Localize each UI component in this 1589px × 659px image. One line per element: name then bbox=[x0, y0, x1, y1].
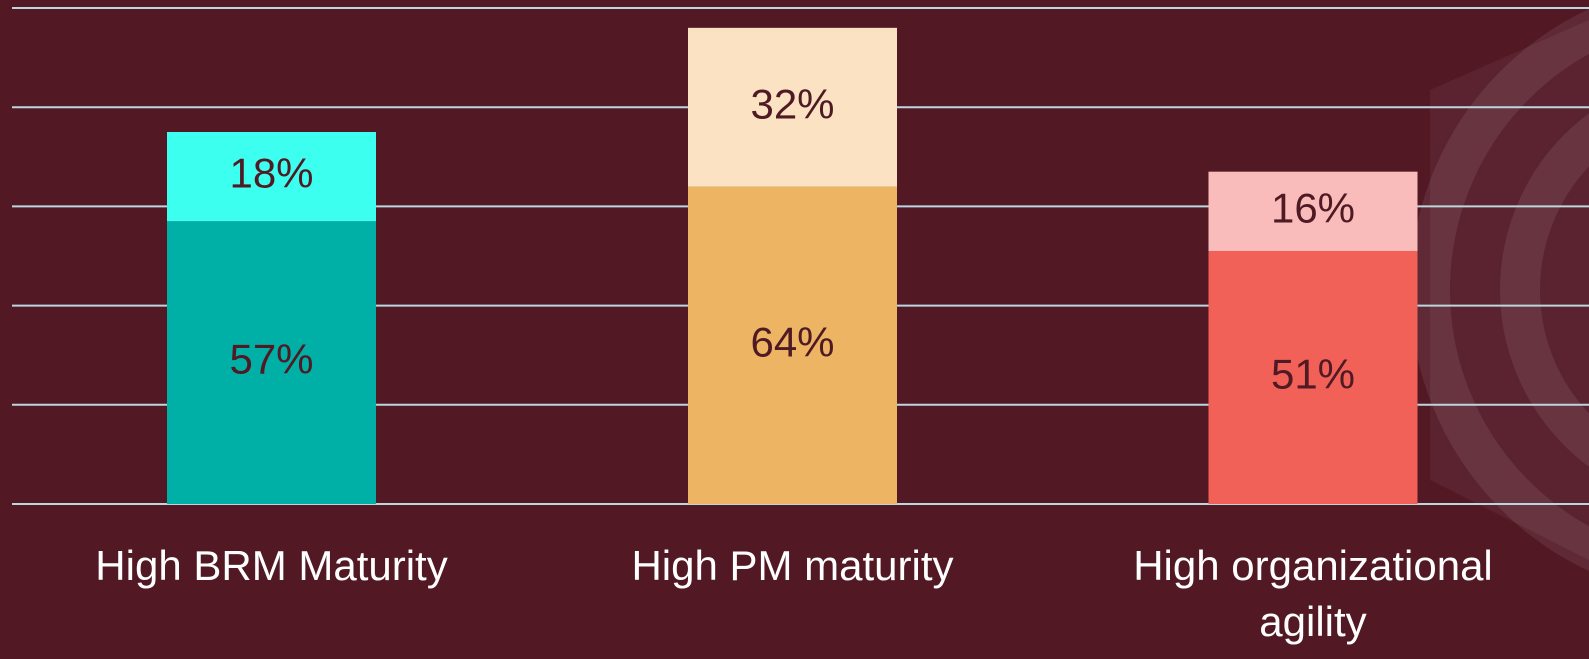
value-label: 32% bbox=[750, 80, 834, 127]
page: 57%18%64%32%51%16% (() => { const data =… bbox=[0, 0, 1589, 659]
decoration bbox=[1430, 0, 1589, 580]
category-label: High BRM Maturity bbox=[42, 538, 502, 594]
value-label: 51% bbox=[1271, 351, 1355, 398]
category-label: High organizational agility bbox=[1083, 538, 1543, 650]
value-label: 16% bbox=[1271, 184, 1355, 231]
value-label: 18% bbox=[229, 150, 313, 197]
value-label: 64% bbox=[750, 318, 834, 365]
value-label: 57% bbox=[229, 336, 313, 383]
category-label: High PM maturity bbox=[563, 538, 1023, 594]
